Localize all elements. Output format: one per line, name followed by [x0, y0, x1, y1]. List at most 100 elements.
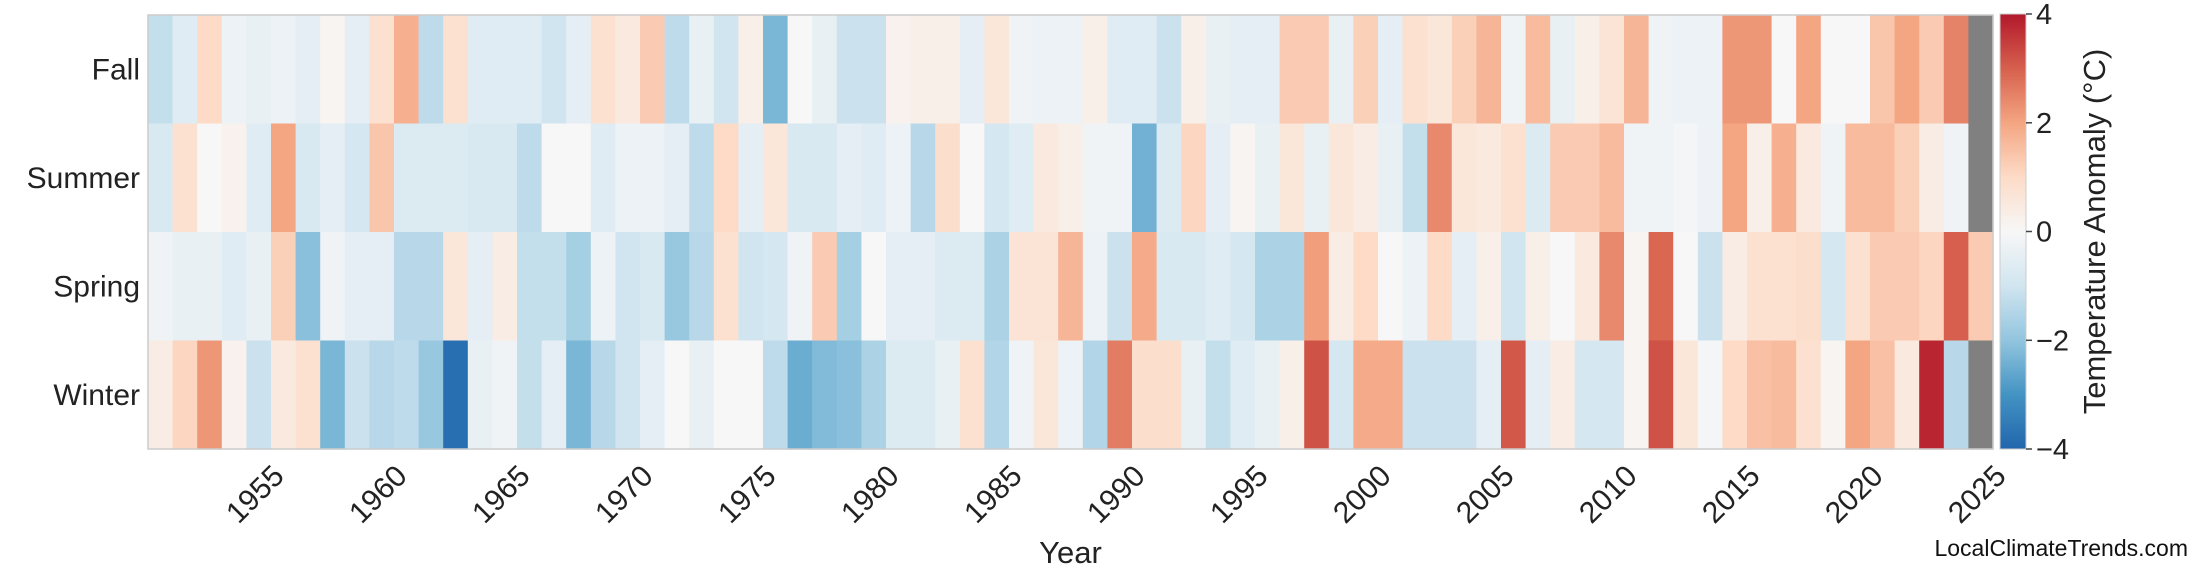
heatmap-cell: [566, 123, 592, 233]
heatmap-cell: [1697, 340, 1723, 450]
heatmap-cell: [1968, 15, 1994, 125]
heatmap-cell: [1673, 123, 1699, 233]
colorbar-tick-label: −4: [2036, 434, 2069, 466]
heatmap-cell: [861, 123, 887, 233]
heatmap-cell: [197, 232, 223, 342]
heatmap-cell: [320, 123, 346, 233]
heatmap-cell: [1574, 340, 1600, 450]
heatmap-cell: [1599, 123, 1625, 233]
heatmap-cell: [1058, 15, 1084, 125]
heatmap-cell: [1328, 15, 1354, 125]
heatmap-cell: [640, 15, 666, 125]
heatmap-cell: [615, 232, 641, 342]
heatmap-cell: [1205, 15, 1231, 125]
heatmap-cell: [1353, 123, 1379, 233]
heatmap-cell: [1132, 123, 1158, 233]
heatmap-cell: [1624, 123, 1650, 233]
heatmap-cell: [886, 15, 912, 125]
heatmap-cell: [1648, 232, 1674, 342]
heatmap-cell: [1058, 232, 1084, 342]
heatmap-cell: [394, 123, 420, 233]
heatmap-cell: [1722, 340, 1748, 450]
heatmap-cell: [812, 123, 838, 233]
heatmap-cells: [148, 15, 1994, 450]
heatmap-cell: [1943, 15, 1969, 125]
heatmap-cell: [344, 15, 370, 125]
heatmap-cell: [320, 340, 346, 450]
heatmap-cell: [836, 15, 862, 125]
heatmap-cell: [1009, 123, 1035, 233]
heatmap-cell: [1599, 15, 1625, 125]
heatmap-cell: [664, 340, 690, 450]
heatmap-cell: [1304, 340, 1330, 450]
heatmap-cell: [1894, 15, 1920, 125]
heatmap-cell: [467, 15, 493, 125]
heatmap-cell: [1082, 340, 1108, 450]
heatmap-cell: [1820, 123, 1846, 233]
heatmap-cell: [344, 340, 370, 450]
heatmap-cell: [1107, 123, 1133, 233]
heatmap-cell: [1747, 232, 1773, 342]
heatmap-cell: [615, 340, 641, 450]
heatmap-cell: [1181, 15, 1207, 125]
heatmap-cell: [1378, 232, 1404, 342]
heatmap-cell: [590, 15, 616, 125]
heatmap-cell: [1402, 340, 1428, 450]
heatmap-cell: [320, 232, 346, 342]
heatmap-cell: [1402, 123, 1428, 233]
heatmap-cell: [959, 15, 985, 125]
heatmap-cell: [738, 15, 764, 125]
heatmap-cell: [443, 340, 469, 450]
x-tick-label: 2010: [1573, 459, 1644, 530]
heatmap-cell: [1943, 340, 1969, 450]
heatmap-cell: [1058, 340, 1084, 450]
heatmap-cell: [910, 232, 936, 342]
heatmap-cell: [344, 123, 370, 233]
x-tick-label: 2015: [1696, 459, 1767, 530]
x-tick-label: 1965: [466, 459, 537, 530]
heatmap-cell: [1427, 340, 1453, 450]
heatmap-cell: [1796, 232, 1822, 342]
heatmap-cell: [172, 15, 198, 125]
heatmap-cell: [221, 340, 247, 450]
heatmap-cell: [1894, 123, 1920, 233]
heatmap-cell: [812, 232, 838, 342]
heatmap-cell: [1378, 340, 1404, 450]
heatmap-cell: [738, 340, 764, 450]
heatmap-cell: [566, 340, 592, 450]
x-tick-label: 1980: [835, 459, 906, 530]
colorbar: [1999, 13, 2027, 450]
heatmap-cell: [394, 340, 420, 450]
heatmap-cell: [1968, 123, 1994, 233]
heatmap-cell: [910, 15, 936, 125]
heatmap-cell: [1747, 15, 1773, 125]
heatmap-cell: [1107, 15, 1133, 125]
credit-text: LocalClimateTrends.com: [1934, 535, 2188, 561]
heatmap-cell: [640, 232, 666, 342]
heatmap-cell: [886, 123, 912, 233]
colorbar-ticks: 4 2 0 −2 −4: [2026, 0, 2069, 466]
heatmap-cell: [467, 123, 493, 233]
heatmap-cell: [1402, 232, 1428, 342]
heatmap-cell: [1574, 15, 1600, 125]
heatmap-cell: [1304, 232, 1330, 342]
row-label: Spring: [53, 270, 140, 303]
heatmap-cell: [763, 340, 789, 450]
heatmap-cell: [861, 232, 887, 342]
heatmap-cell: [1378, 123, 1404, 233]
heatmap-cell: [1033, 123, 1059, 233]
heatmap-cell: [1451, 15, 1477, 125]
heatmap-cell: [886, 340, 912, 450]
heatmap-cell: [246, 232, 272, 342]
heatmap-cell: [984, 15, 1010, 125]
heatmap-cell: [1697, 123, 1723, 233]
heatmap-cell: [1156, 232, 1182, 342]
heatmap-cell: [1919, 340, 1945, 450]
heatmap-cell: [615, 15, 641, 125]
heatmap-cell: [1205, 340, 1231, 450]
heatmap-cell: [295, 340, 321, 450]
heatmap-cell: [1673, 15, 1699, 125]
heatmap-cell: [443, 15, 469, 125]
heatmap-cell: [492, 123, 518, 233]
